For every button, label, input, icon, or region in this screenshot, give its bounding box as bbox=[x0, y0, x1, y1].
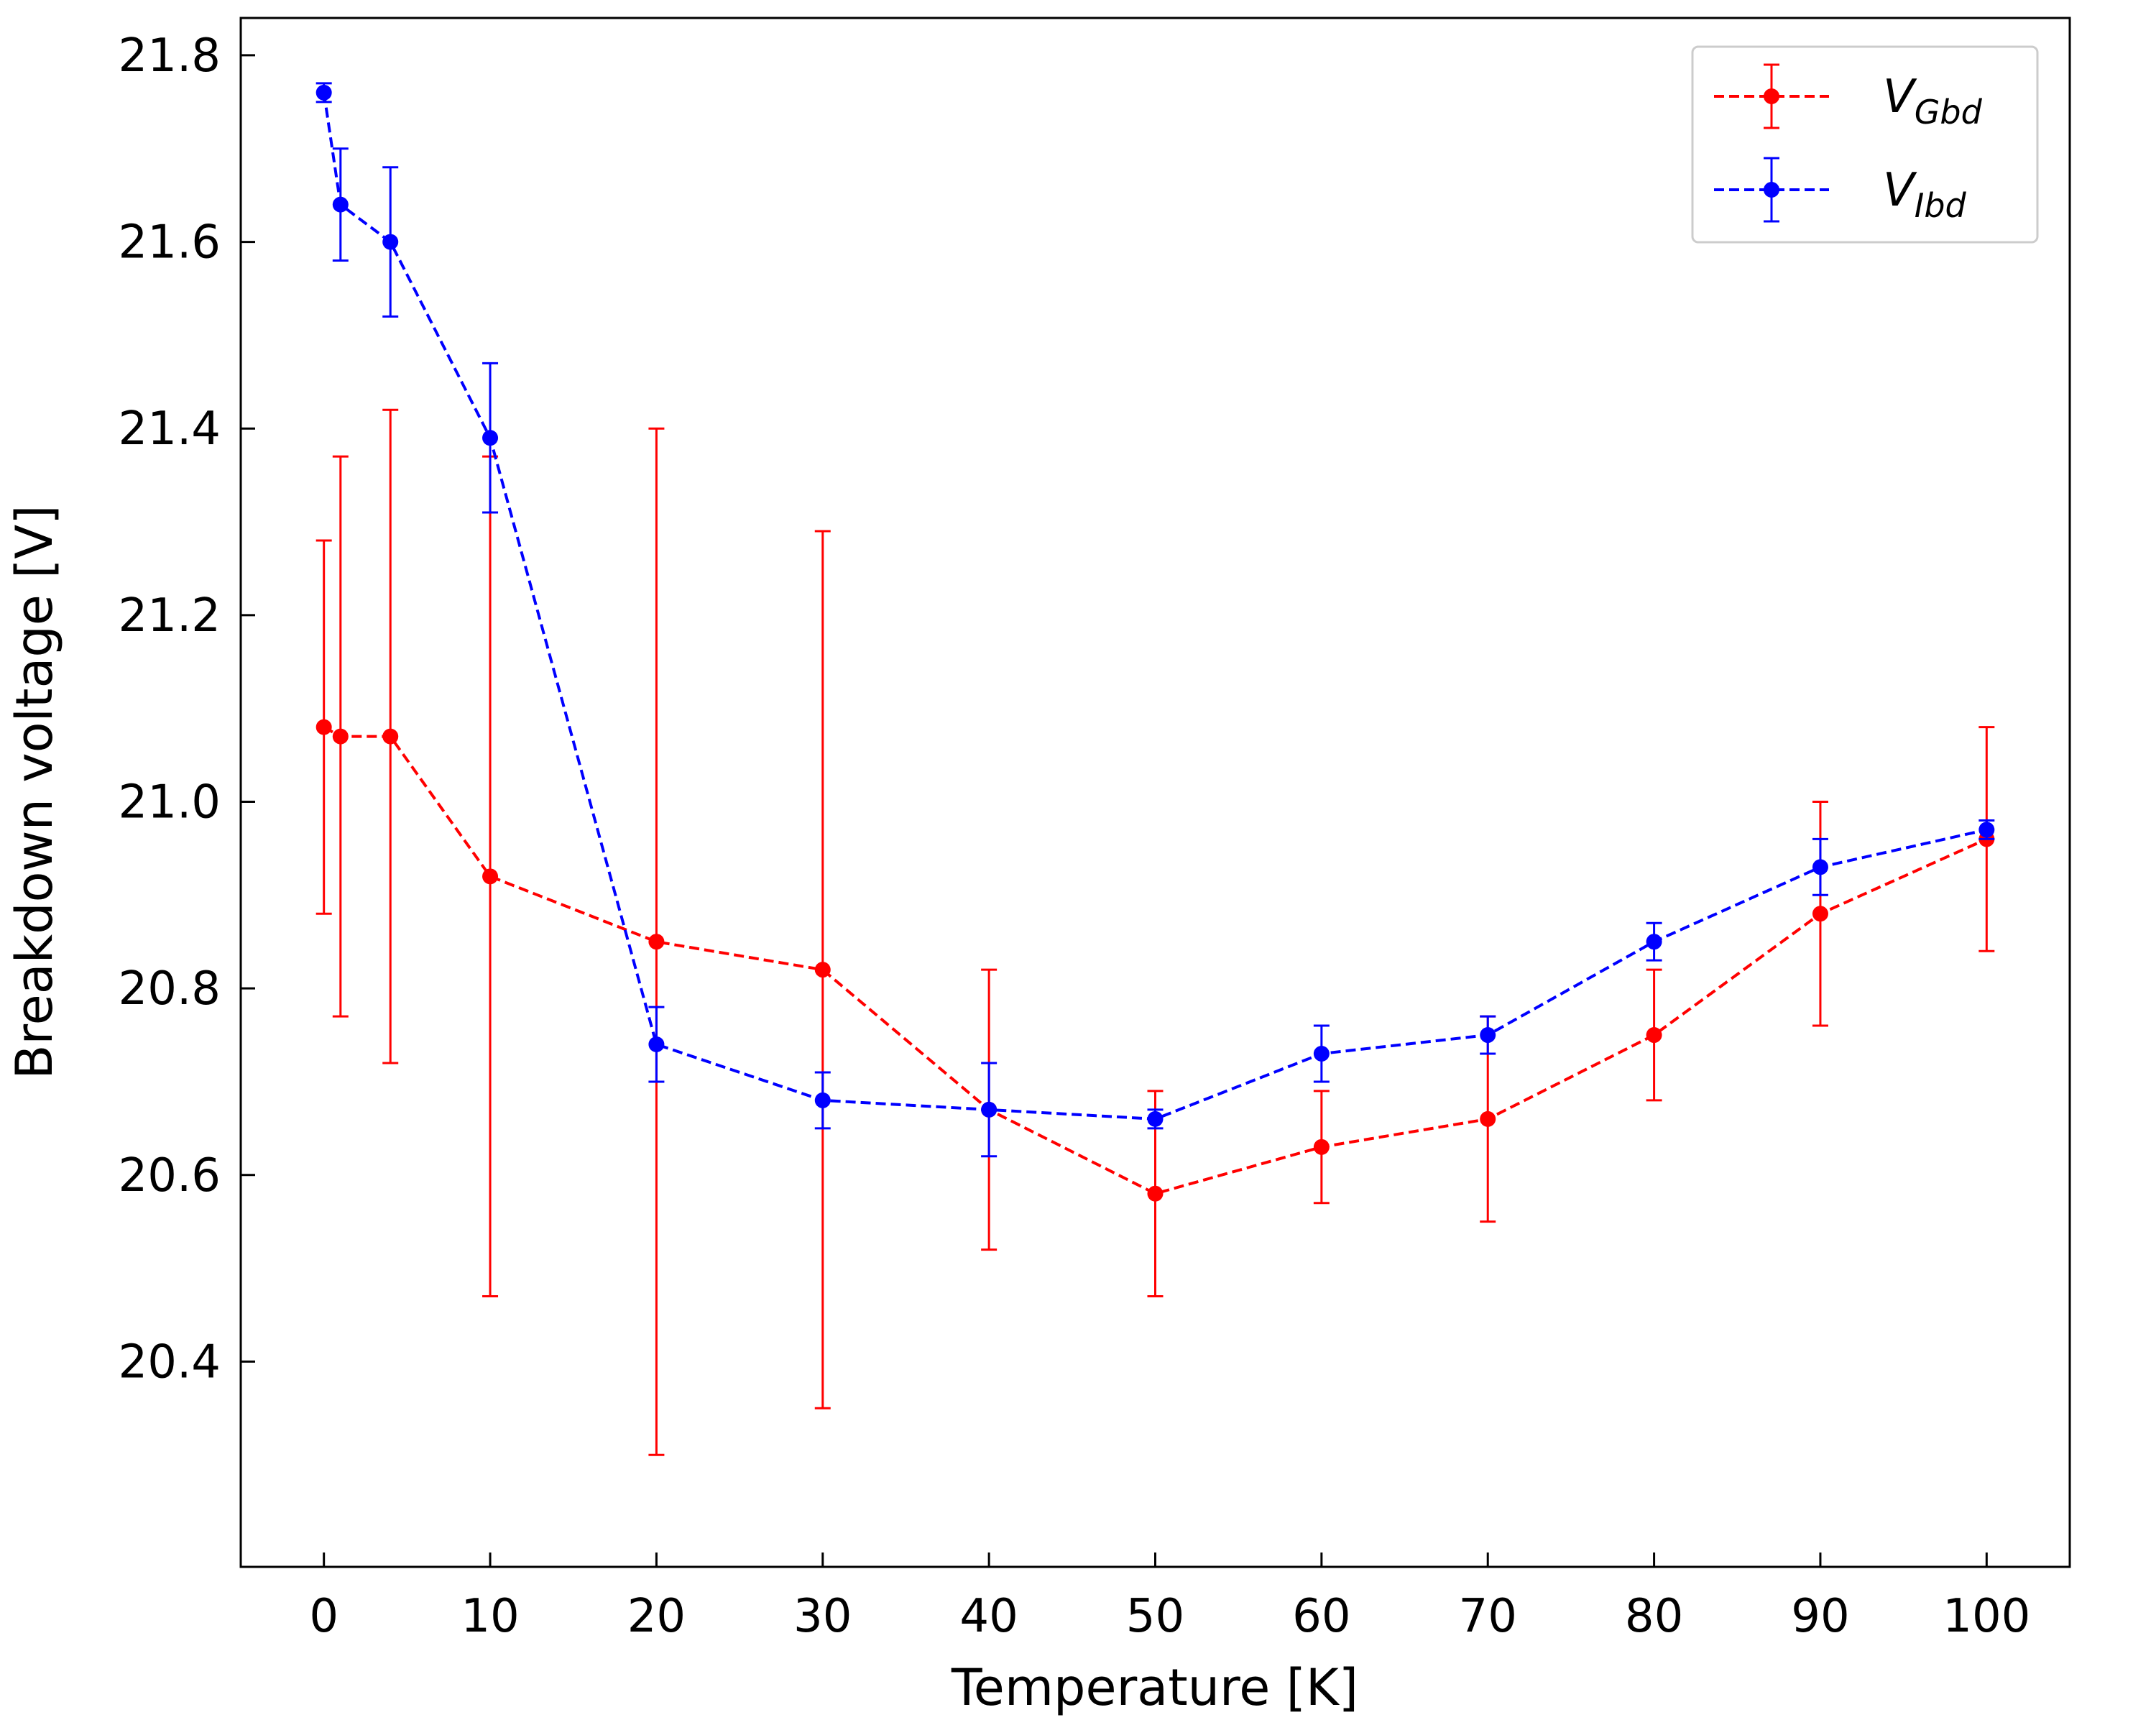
y-tick-label: 20.4 bbox=[119, 1335, 221, 1389]
data-point bbox=[1646, 1027, 1662, 1044]
data-point bbox=[648, 934, 665, 950]
data-point bbox=[1480, 1027, 1496, 1044]
x-tick-label: 70 bbox=[1459, 1590, 1517, 1643]
data-point bbox=[482, 868, 499, 885]
data-point bbox=[332, 196, 349, 213]
data-point bbox=[332, 728, 349, 745]
data-point bbox=[482, 430, 499, 446]
data-point bbox=[814, 1092, 831, 1108]
data-point bbox=[981, 1101, 998, 1118]
data-point bbox=[814, 962, 831, 978]
y-tick-label: 21.2 bbox=[119, 589, 221, 643]
legend-marker bbox=[1764, 182, 1779, 198]
x-tick-label: 30 bbox=[793, 1590, 852, 1643]
y-tick-label: 20.8 bbox=[119, 962, 221, 1016]
legend-label: VIbd bbox=[1883, 164, 1967, 225]
data-point bbox=[1812, 906, 1828, 922]
data-point bbox=[1646, 934, 1662, 950]
legend-frame bbox=[1691, 45, 2039, 244]
x-axis-label: Temperature [K] bbox=[951, 1658, 1358, 1717]
y-tick-label: 21.6 bbox=[119, 216, 221, 270]
x-tick-label: 50 bbox=[1126, 1590, 1184, 1643]
series-layer bbox=[315, 82, 1995, 1456]
data-point bbox=[382, 728, 399, 745]
x-tick-label: 0 bbox=[309, 1590, 338, 1643]
data-point bbox=[1147, 1110, 1164, 1127]
data-point bbox=[648, 1036, 665, 1053]
data-point bbox=[1812, 859, 1828, 875]
legend-label-main: V bbox=[1883, 164, 1917, 217]
data-point bbox=[1313, 1138, 1330, 1155]
legend-entry-ibd: VIbd bbox=[1714, 157, 1967, 225]
data-point bbox=[315, 719, 332, 735]
x-tick-label: 40 bbox=[959, 1590, 1018, 1643]
x-tick-label: 80 bbox=[1625, 1590, 1683, 1643]
plot-frame bbox=[239, 17, 2071, 1568]
legend-label-subscript: Ibd bbox=[1915, 186, 1967, 225]
data-point bbox=[1480, 1110, 1496, 1127]
x-tick-label: 100 bbox=[1943, 1590, 2030, 1643]
data-point bbox=[382, 234, 399, 250]
legend-entry-gbd: VGbd bbox=[1714, 63, 1983, 132]
data-point bbox=[315, 84, 332, 101]
x-tick-label: 20 bbox=[627, 1590, 686, 1643]
y-tick-label: 20.6 bbox=[119, 1149, 221, 1202]
data-point bbox=[1313, 1045, 1330, 1062]
x-tick-label: 60 bbox=[1292, 1590, 1350, 1643]
data-point bbox=[1147, 1185, 1164, 1202]
x-tick-label: 10 bbox=[461, 1590, 519, 1643]
legend-label-main: V bbox=[1883, 70, 1917, 124]
legend-marker bbox=[1764, 88, 1779, 104]
x-tick-label: 90 bbox=[1791, 1590, 1849, 1643]
series-ibd bbox=[315, 82, 1995, 1158]
y-tick-label: 21.8 bbox=[119, 29, 221, 83]
ticks-layer: 0 10 20 30 40 50 60 70 80 90 100 20.4 20.6 20.8 21.0 21… bbox=[119, 29, 2031, 1643]
y-tick-label: 21.4 bbox=[119, 402, 221, 456]
y-axis-label: Breakdown voltage [V] bbox=[5, 505, 64, 1079]
legend-label-subscript: Gbd bbox=[1915, 93, 1983, 132]
data-point bbox=[1978, 822, 1995, 838]
legend-label: VGbd bbox=[1883, 70, 1983, 132]
y-tick-label: 21.0 bbox=[119, 776, 221, 829]
